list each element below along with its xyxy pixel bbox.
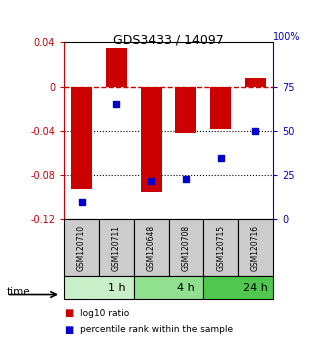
Bar (245, 78, 266, 87)
Bar (64, 219, 99, 276)
Bar (141, 87, 161, 192)
Bar (238, 219, 273, 276)
Text: percentile rank within the sample: percentile rank within the sample (80, 325, 233, 335)
Bar (71, 87, 92, 188)
Text: GSM120711: GSM120711 (112, 225, 121, 271)
Text: 4 h: 4 h (177, 282, 195, 293)
Text: GSM120710: GSM120710 (77, 225, 86, 271)
Bar (106, 48, 127, 87)
Bar (169, 219, 203, 276)
Text: 100%: 100% (273, 33, 300, 42)
Text: ■: ■ (64, 325, 74, 335)
Bar (176, 87, 196, 133)
Text: GSM120715: GSM120715 (216, 225, 225, 271)
Bar (134, 219, 169, 276)
Text: GSM120708: GSM120708 (181, 225, 190, 271)
Bar (210, 87, 231, 129)
Text: 1 h: 1 h (108, 282, 125, 293)
Text: GSM120716: GSM120716 (251, 225, 260, 271)
Bar (64, 276, 134, 299)
Text: time: time (6, 287, 30, 297)
Text: GSM120648: GSM120648 (147, 225, 156, 271)
Text: ■: ■ (64, 308, 74, 318)
Bar (134, 276, 203, 299)
Text: 24 h: 24 h (243, 282, 268, 293)
Bar (203, 219, 238, 276)
Bar (99, 219, 134, 276)
Text: GDS3433 / 14097: GDS3433 / 14097 (113, 34, 224, 47)
Bar (203, 276, 273, 299)
Text: log10 ratio: log10 ratio (80, 309, 129, 318)
